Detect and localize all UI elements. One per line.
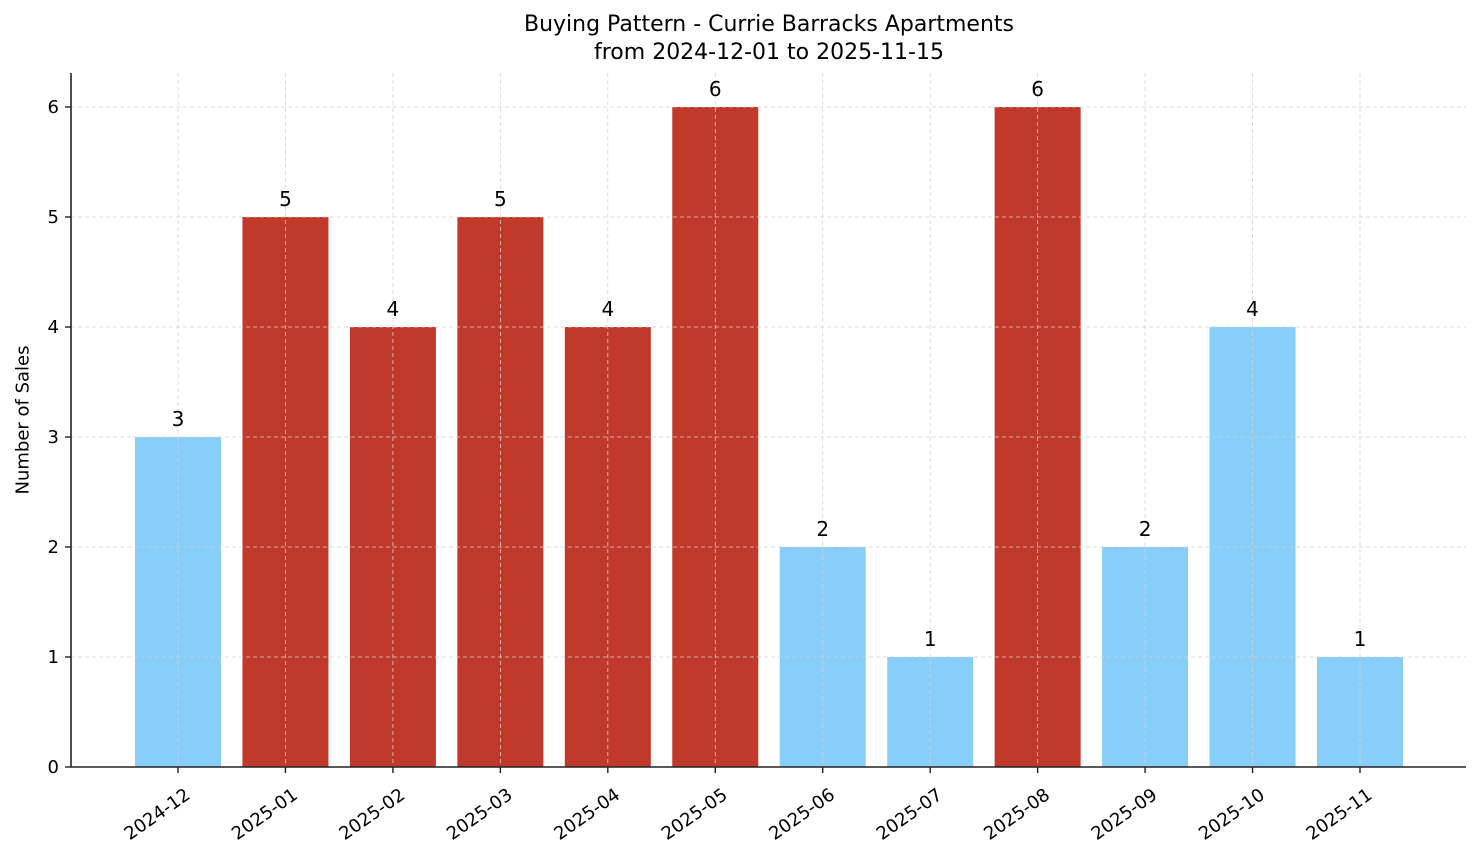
bar-value-label: 5 [279, 187, 292, 211]
y-tick-label: 1 [48, 647, 59, 668]
x-tick-label: 2024-12 [121, 784, 195, 844]
bar-2025-10 [1209, 327, 1296, 767]
y-tick-label: 3 [48, 427, 59, 448]
bar-value-label: 2 [1139, 517, 1152, 541]
bar-value-label: 6 [709, 77, 722, 101]
bar-value-label: 4 [1246, 297, 1259, 321]
x-tick-label: 2025-09 [1088, 784, 1162, 844]
x-tick-label: 2025-06 [765, 784, 839, 844]
y-tick-label: 0 [48, 757, 59, 778]
y-tick-label: 4 [48, 317, 59, 338]
y-tick-label: 2 [48, 537, 59, 558]
x-tick-label: 2025-01 [228, 784, 302, 844]
x-tick-label: 2025-03 [443, 784, 517, 844]
x-tick-label: 2025-07 [873, 784, 947, 844]
x-tick-label: 2025-11 [1303, 784, 1377, 844]
bar-value-label: 6 [1031, 77, 1044, 101]
bar-value-label: 1 [1354, 627, 1367, 651]
x-tick-label: 2025-05 [658, 784, 732, 844]
bar-value-label: 4 [387, 297, 400, 321]
y-tick-label: 5 [48, 207, 59, 228]
bar-value-label: 5 [494, 187, 507, 211]
y-tick-label: 6 [48, 97, 59, 118]
x-tick-label: 2025-08 [980, 784, 1054, 844]
x-tick-label: 2025-02 [335, 784, 409, 844]
x-tick-label: 2025-10 [1195, 784, 1269, 844]
bar-value-label: 1 [924, 627, 937, 651]
bar-2025-04 [564, 327, 651, 767]
bar-value-label: 3 [172, 407, 185, 431]
chart-title: Buying Pattern - Currie Barracks Apartme… [523, 12, 1014, 37]
chart-subtitle: from 2024-12-01 to 2025-11-15 [594, 40, 944, 65]
x-tick-label: 2025-04 [550, 784, 624, 844]
bar-value-label: 4 [601, 297, 614, 321]
bar-value-label: 2 [816, 517, 829, 541]
